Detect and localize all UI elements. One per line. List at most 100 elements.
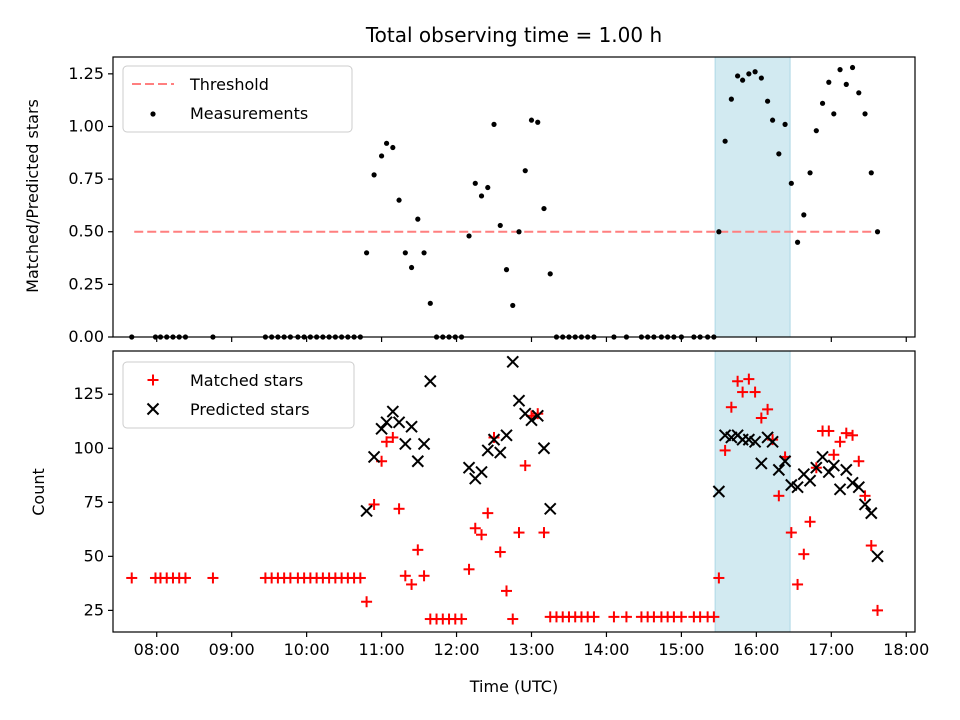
matched-star-point [853, 455, 865, 467]
measurement-point [415, 216, 421, 222]
matched-star-point [798, 548, 810, 560]
measurement-point [363, 250, 370, 256]
predicted-star-point [816, 450, 829, 464]
matched-star-point [513, 527, 525, 539]
top-y-tick-label: 0.75 [68, 169, 104, 188]
bottom-y-tick-label: 50 [84, 546, 104, 565]
measurement-point [547, 271, 553, 277]
measurement-point [503, 267, 510, 273]
top-y-tick-label: 1.25 [68, 64, 104, 83]
measurement-point [497, 222, 503, 229]
matched-star-point [412, 544, 424, 556]
matched-star-point [719, 444, 731, 456]
measurement-point [535, 119, 541, 125]
measurement-point [421, 250, 427, 256]
matched-star-point [823, 425, 835, 437]
top-y-tick-label: 0.00 [68, 327, 104, 346]
predicted-star-point [411, 455, 425, 468]
measurement-point [408, 264, 415, 271]
bottom-legend: Matched stars Predicted stars [122, 361, 355, 429]
predicted-star-point [871, 550, 884, 563]
predicted-star-point [494, 446, 507, 459]
measurement-point [528, 117, 535, 123]
measurement-point [874, 229, 881, 235]
predicted-star-point [778, 455, 792, 468]
predicted-star-point [386, 405, 400, 418]
predicted-star-point [791, 480, 804, 494]
predicted-star-point [531, 409, 544, 423]
top-y-axis-label: Matched/Predicted stars [23, 99, 42, 293]
measurement-point [402, 250, 408, 256]
predicted-star-point [766, 435, 779, 448]
predicted-star-point [375, 422, 388, 436]
matched-star-point [476, 529, 488, 541]
measurement-point [466, 233, 472, 239]
measurement-point [485, 184, 491, 191]
matched-star-point [732, 375, 744, 387]
matched-star-point [456, 613, 468, 625]
predicted-star-point [772, 463, 786, 477]
matched-star-point [501, 585, 513, 597]
predicted-star-point [487, 433, 501, 446]
predicted-star-point [865, 506, 878, 520]
predicted-star-point [500, 429, 513, 442]
x-tick-label: 11:00 [359, 640, 405, 659]
measurement-point [728, 96, 734, 102]
measurement-point [371, 172, 377, 178]
predicted-star-point [360, 504, 373, 518]
matched-star-point [126, 572, 138, 584]
measurement-point [794, 239, 801, 245]
measurement-point [831, 111, 837, 117]
measurement-point [782, 121, 788, 127]
top-axes-frame [112, 56, 916, 338]
predicted-star-point [506, 355, 519, 369]
matched-star-point [762, 403, 774, 415]
matched-star-point [743, 373, 755, 385]
measurement-point [427, 300, 433, 306]
x-axis-label: Time (UTC) [469, 677, 558, 696]
predicted-star-point [748, 435, 762, 448]
matched-star-point [847, 429, 859, 441]
predicted-star-point [405, 420, 418, 433]
predicted-star-point [803, 474, 817, 487]
matched-star-point [418, 570, 430, 582]
bottom-y-tick-label: 125 [73, 384, 104, 403]
matched-star-point [608, 611, 620, 623]
matched-star-point [354, 572, 366, 584]
predicted-star-point [367, 450, 381, 464]
top-legend: Threshold Measurements [122, 65, 353, 133]
bottom-axes-frame [112, 350, 916, 633]
top-y-tick-label: 1.00 [68, 116, 104, 135]
measurement-point [764, 98, 771, 104]
matched-star-point [406, 578, 418, 590]
measurement-point [522, 168, 528, 174]
measurement-point [819, 100, 826, 106]
predicted-star-point [833, 483, 847, 496]
bottom-y-axis-label: Count [29, 468, 48, 516]
measurement-point [813, 128, 819, 134]
measurement-point [752, 69, 758, 75]
x-tick-label: 10:00 [284, 640, 330, 659]
matched-star-point [834, 436, 846, 448]
predicted-star-point [712, 485, 726, 498]
measurement-point [868, 170, 874, 176]
matched-star-point [207, 572, 219, 584]
predicted-star-point [822, 465, 836, 479]
matched-star-point [179, 572, 191, 584]
matched-star-point [361, 596, 373, 608]
predicted-star-point [399, 437, 412, 451]
measurement-point [769, 117, 776, 123]
legend-threshold-label: Threshold [189, 75, 269, 94]
top-y-tick-label: 0.25 [68, 274, 104, 293]
top-panel: 0.00 0.25 0.50 0.75 1.00 1.25 Matched/Predict… [23, 56, 916, 346]
measurement-point [478, 193, 485, 199]
measurement-point [491, 121, 497, 127]
bottom-highlight-span [714, 350, 791, 633]
measurement-point [716, 229, 722, 235]
x-tick-label: 12:00 [433, 640, 479, 659]
matched-star-point [381, 436, 393, 448]
x-tick-label: 18:00 [883, 640, 929, 659]
matched-star-point [865, 540, 877, 552]
top-y-tick-label: 0.50 [68, 222, 104, 241]
